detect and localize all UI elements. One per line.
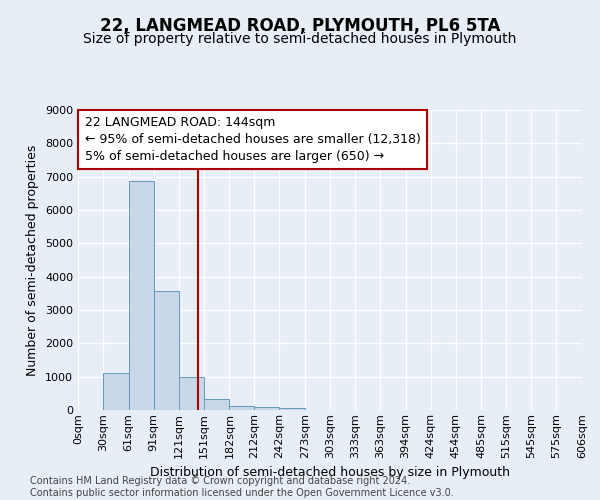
Bar <box>154 292 179 410</box>
Text: Contains HM Land Registry data © Crown copyright and database right 2024.
Contai: Contains HM Land Registry data © Crown c… <box>30 476 454 498</box>
Bar <box>279 408 305 410</box>
Bar <box>179 376 203 410</box>
Bar <box>103 372 129 410</box>
Bar <box>129 180 154 410</box>
X-axis label: Distribution of semi-detached houses by size in Plymouth: Distribution of semi-detached houses by … <box>150 466 510 479</box>
Bar <box>254 406 279 410</box>
Bar <box>203 399 229 410</box>
Bar <box>229 406 254 410</box>
Text: Size of property relative to semi-detached houses in Plymouth: Size of property relative to semi-detach… <box>83 32 517 46</box>
Text: 22 LANGMEAD ROAD: 144sqm
← 95% of semi-detached houses are smaller (12,318)
5% o: 22 LANGMEAD ROAD: 144sqm ← 95% of semi-d… <box>85 116 421 163</box>
Y-axis label: Number of semi-detached properties: Number of semi-detached properties <box>26 144 40 376</box>
Text: 22, LANGMEAD ROAD, PLYMOUTH, PL6 5TA: 22, LANGMEAD ROAD, PLYMOUTH, PL6 5TA <box>100 18 500 36</box>
